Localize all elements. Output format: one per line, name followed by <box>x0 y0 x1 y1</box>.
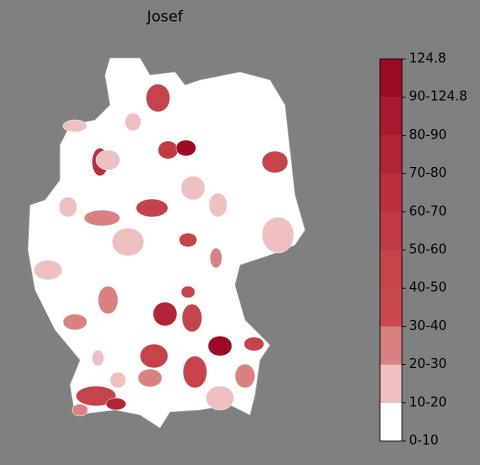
colorbar-segment <box>380 364 402 403</box>
colorbar-label: 80-90 <box>409 128 447 143</box>
colorbar-label: 30-40 <box>409 319 447 334</box>
colorbar: 0-10 10-20 20-30 30-40 40-50 50-60 60-70 70-80 8… <box>379 52 467 449</box>
colorbar-label: 0-10 <box>409 434 439 449</box>
colorbar-segment <box>380 173 402 212</box>
colorbar-segment <box>380 59 402 98</box>
colorbar-label: 60-70 <box>409 204 447 219</box>
colorbar-segment <box>380 135 402 174</box>
germany-map <box>27 57 306 429</box>
colorbar-segment <box>380 402 402 441</box>
colorbar-label: 90-124.8 <box>409 90 467 105</box>
colorbar-label: 50-60 <box>409 243 447 258</box>
colorbar-label: 10-20 <box>409 395 447 410</box>
colorbar-label: 20-30 <box>409 357 447 372</box>
colorbar-segment <box>380 211 402 250</box>
colorbar-segment <box>380 97 402 136</box>
colorbar-segment <box>380 326 402 365</box>
colorbar-label: 124.8 <box>409 52 446 67</box>
map-title: Josef <box>146 8 184 26</box>
colorbar-segment <box>380 288 402 327</box>
colorbar-segment <box>380 250 402 289</box>
colorbar-label: 70-80 <box>409 166 447 181</box>
district-highlights <box>33 83 295 417</box>
colorbar-label: 40-50 <box>409 281 447 296</box>
